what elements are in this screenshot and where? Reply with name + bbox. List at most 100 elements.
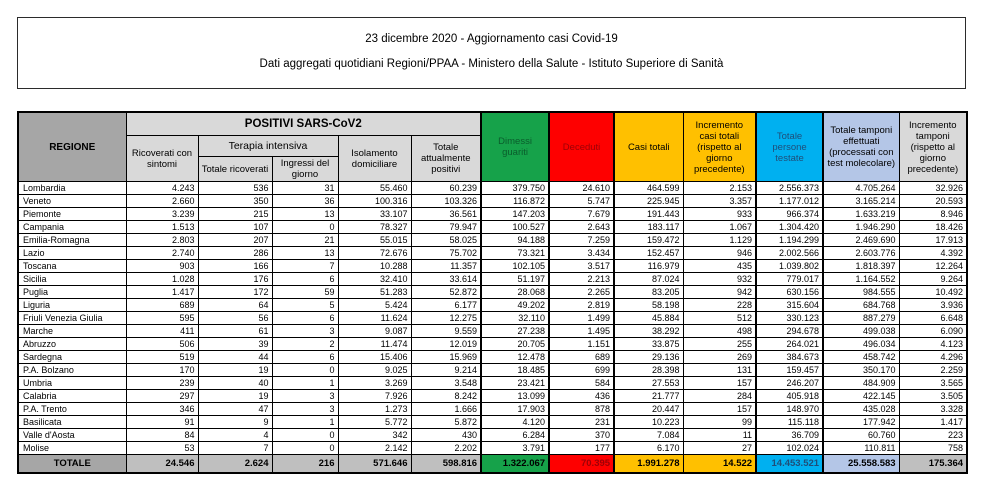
cell-totale_tamponi: 496.034 (822, 337, 900, 351)
cell-ricoverati_con_sintomi: 84 (125, 428, 199, 442)
table-row: Lombardia 4.243 536 31 55.460 60.239 379.750 24… (17, 181, 968, 195)
table-row: Campania 1.513 107 0 78.327 79.947 100.527 2.64… (17, 220, 968, 234)
cell-casi_totali: 87.024 (613, 272, 684, 286)
cell-casi_totali: 29.136 (613, 350, 684, 364)
cell-ingressi_del_giorno: 1 (271, 376, 339, 390)
cell-totale_tamponi: 1.633.219 (822, 207, 900, 221)
cell-deceduti: 370 (548, 428, 616, 442)
cell-incremento_casi_totali: 27 (682, 441, 758, 455)
cell-totale_attualmente_positivi: 2.202 (410, 441, 482, 455)
cell-incremento_tamponi: 17.913 (898, 233, 968, 247)
cell-casi_totali: 45.884 (613, 311, 684, 325)
header-deceduti: Deceduti (548, 111, 616, 182)
cell-dimessi_guariti: 13.099 (480, 389, 551, 403)
cell-casi_totali: 10.223 (613, 415, 684, 429)
cell-casi_totali: 225.945 (613, 194, 684, 208)
cell-dimessi_guariti: 32.110 (480, 311, 551, 325)
header-tamponi: Totale tamponi effettuati (processati co… (822, 111, 900, 182)
cell-totale_ricoverati: 176 (197, 272, 273, 286)
header-isolamento: Isolamento domiciliare (337, 135, 412, 182)
cell-isolamento_domiciliare: 51.283 (337, 285, 412, 299)
table-row: Valle d'Aosta 84 4 0 342 430 6.284 370 7.084 11 36… (17, 428, 968, 442)
region-cell: P.A. Bolzano (17, 363, 127, 377)
cell-incremento_casi_totali: 942 (682, 285, 758, 299)
cell-deceduti: 5.747 (548, 194, 616, 208)
cell-totale_tamponi: 1.818.397 (822, 259, 900, 273)
cell-ricoverati_con_sintomi: 506 (125, 337, 199, 351)
cell-totale_ricoverati: 19 (197, 389, 273, 403)
cell-isolamento_domiciliare: 5.772 (337, 415, 412, 429)
cell-deceduti: 7.259 (548, 233, 616, 247)
cell-ingressi_del_giorno: 6 (271, 272, 339, 286)
cell-isolamento_domiciliare: 9.025 (337, 363, 412, 377)
cell-ingressi_del_giorno: 6 (271, 311, 339, 325)
cell-isolamento_domiciliare: 2.142 (337, 441, 412, 455)
cell-ingressi_del_giorno: 0 (271, 363, 339, 377)
table-row: Puglia 1.417 172 59 51.283 52.872 28.068 2.265 8… (17, 285, 968, 299)
cell-ingressi_del_giorno: 21 (271, 233, 339, 247)
region-cell: Molise (17, 441, 127, 455)
cell-totale_tamponi: 110.811 (822, 441, 900, 455)
cell-totale_tamponi: 684.768 (822, 298, 900, 312)
cell-dimessi_guariti: 379.750 (480, 181, 551, 195)
cell-dimessi_guariti: 17.903 (480, 402, 551, 416)
cell-incremento_casi_totali: 228 (682, 298, 758, 312)
cell-dimessi_guariti: 4.120 (480, 415, 551, 429)
table-row: Abruzzo 506 39 2 11.474 12.019 20.705 1.151 33.8… (17, 337, 968, 351)
cell-incremento_casi_totali: 933 (682, 207, 758, 221)
cell-totale_ricoverati: 64 (197, 298, 273, 312)
cell-totale_ricoverati: 107 (197, 220, 273, 234)
cell-isolamento_domiciliare: 7.926 (337, 389, 412, 403)
region-cell: Emilia-Romagna (17, 233, 127, 247)
header-casi-totali: Casi totali (613, 111, 684, 182)
cell-totale_tamponi: 3.165.214 (822, 194, 900, 208)
cell-totale_persone_testate: 102.024 (755, 441, 825, 455)
cell-totale_attualmente_positivi: 3.548 (410, 376, 482, 390)
cell-totale_attualmente_positivi: 103.326 (410, 194, 482, 208)
cell-deceduti: 177 (548, 441, 616, 455)
table-row: Basilicata 91 9 1 5.772 5.872 4.120 231 10.223 99… (17, 415, 968, 429)
cell-totale_tamponi: 177.942 (822, 415, 900, 429)
cell-ingressi_del_giorno: 7 (271, 259, 339, 273)
cell-incremento_casi_totali: 269 (682, 350, 758, 364)
region-cell: Veneto (17, 194, 127, 208)
cell-totale_ricoverati: 215 (197, 207, 273, 221)
cell-totale_attualmente_positivi: 9.214 (410, 363, 482, 377)
cell-totale_persone_testate: 315.604 (755, 298, 825, 312)
region-cell: Lombardia (17, 181, 127, 195)
table-row: Piemonte 3.239 215 13 33.107 36.561 147.203 7.6… (17, 207, 968, 221)
cell-incremento_casi_totali: 131 (682, 363, 758, 377)
cell-incremento_casi_totali: 932 (682, 272, 758, 286)
table-row: Umbria 239 40 1 3.269 3.548 23.421 584 27.553 157… (17, 376, 968, 390)
cell-totale_attualmente_positivi: 12.019 (410, 337, 482, 351)
header-persone-testate: Totale persone testate (755, 111, 825, 182)
cell-deceduti: 1.495 (548, 324, 616, 338)
cell-dimessi_guariti: 102.105 (480, 259, 551, 273)
cell-isolamento_domiciliare: 5.424 (337, 298, 412, 312)
cell-isolamento_domiciliare: 9.087 (337, 324, 412, 338)
cell-dimessi_guariti: 27.238 (480, 324, 551, 338)
table-row: Friuli Venezia Giulia 595 56 6 11.624 12.275 3… (17, 311, 968, 325)
cell-ricoverati_con_sintomi: 2.803 (125, 233, 199, 247)
region-cell: Sardegna (17, 350, 127, 364)
cell-isolamento_domiciliare: 15.406 (337, 350, 412, 364)
cell-incremento_casi_totali: 512 (682, 311, 758, 325)
cell-totale_attualmente_positivi: 52.872 (410, 285, 482, 299)
cell-incremento_tamponi: 18.426 (898, 220, 968, 234)
cell-ingressi_del_giorno: 0 (271, 220, 339, 234)
cell-ingressi_del_giorno: 5 (271, 298, 339, 312)
cell-casi_totali: 33.875 (613, 337, 684, 351)
cell-totale_tamponi: 60.760 (822, 428, 900, 442)
cell-ricoverati_con_sintomi: 1.417 (125, 285, 199, 299)
cell-totale_persone_testate: 779.017 (755, 272, 825, 286)
cell-casi_totali: 83.205 (613, 285, 684, 299)
cell-dimessi_guariti: 116.872 (480, 194, 551, 208)
cell-totale_attualmente_positivi: 75.702 (410, 246, 482, 260)
header-incremento-casi: Incremento casi totali (rispetto al gior… (682, 111, 758, 182)
cell-deceduti: 3.517 (548, 259, 616, 273)
region-cell: Valle d'Aosta (17, 428, 127, 442)
header-ingressi-giorno: Ingressi del giorno (271, 156, 339, 182)
header-totale-ricoverati: Totale ricoverati (197, 156, 273, 182)
cell-ricoverati_con_sintomi: 2.740 (125, 246, 199, 260)
cell-casi_totali: 28.398 (613, 363, 684, 377)
